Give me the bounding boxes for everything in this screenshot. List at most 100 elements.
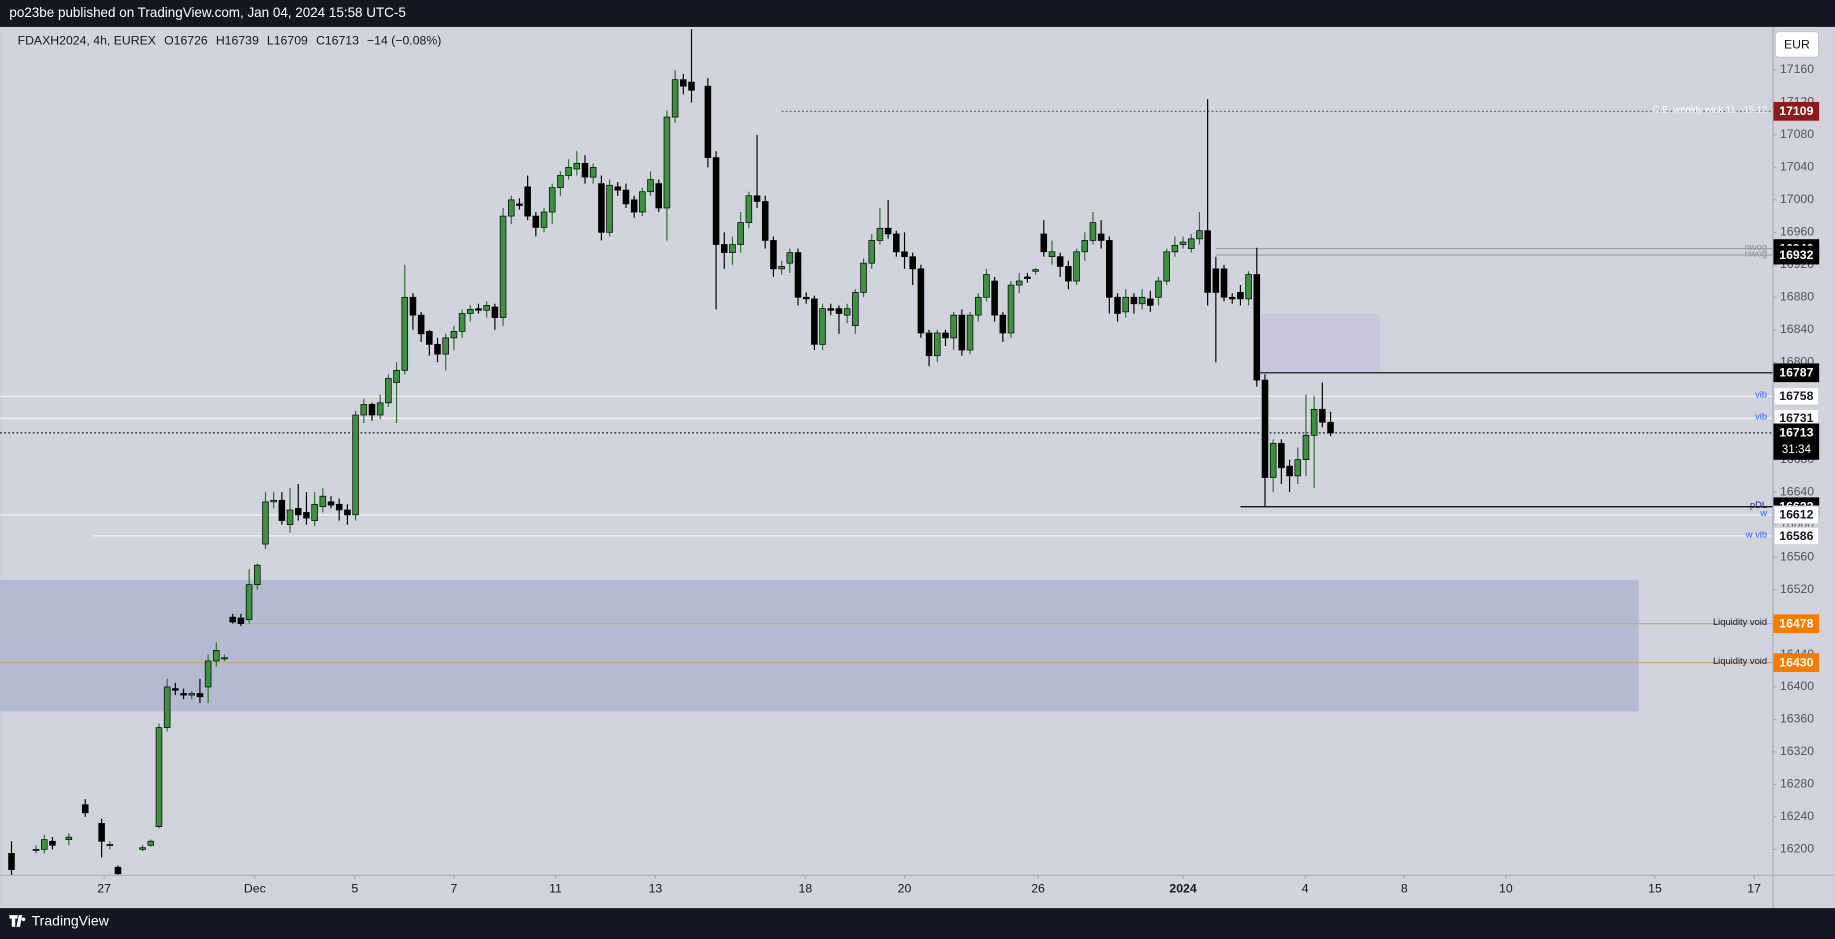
zone bbox=[0, 579, 1639, 712]
candle-body bbox=[688, 81, 695, 91]
x-tick-label: 10 bbox=[1499, 882, 1513, 896]
level-label: C.E. weekly wick 11. -15.12 bbox=[1653, 105, 1767, 115]
candle-body bbox=[606, 184, 613, 233]
candle-body bbox=[827, 308, 835, 311]
candle-body bbox=[270, 499, 277, 503]
candle-body bbox=[335, 503, 343, 511]
price-tag bbox=[1773, 423, 1820, 460]
plot-background bbox=[0, 26, 1835, 909]
candle-body bbox=[344, 509, 351, 516]
candle-body bbox=[794, 252, 802, 298]
y-tick-label: 16320 bbox=[1780, 744, 1814, 758]
x-tick-label: 17 bbox=[1747, 882, 1761, 896]
candle-body bbox=[450, 331, 458, 339]
price-tag-label: 16713 bbox=[1779, 426, 1813, 440]
y-tick-label: 16880 bbox=[1780, 290, 1814, 304]
currency-button[interactable]: EUR bbox=[1774, 31, 1820, 58]
candle-body bbox=[81, 804, 89, 814]
candle-body bbox=[1302, 434, 1310, 461]
candle-body bbox=[499, 215, 507, 318]
level-label: nwog bbox=[1745, 242, 1767, 252]
candle-body bbox=[852, 292, 859, 327]
level-label: vib bbox=[1755, 390, 1767, 400]
candle-body bbox=[1015, 280, 1023, 286]
candle-body bbox=[942, 332, 949, 339]
x-tick-label: 13 bbox=[649, 882, 663, 896]
candle-body bbox=[491, 306, 499, 318]
close: C16713 bbox=[316, 34, 359, 48]
price-tag-label: 16731 bbox=[1779, 411, 1813, 425]
price-tag bbox=[1773, 653, 1820, 672]
x-tick-label: 7 bbox=[450, 882, 457, 896]
candle-body bbox=[327, 501, 335, 506]
candle-body bbox=[32, 849, 40, 851]
candle-body bbox=[237, 617, 245, 625]
price-tag bbox=[1773, 505, 1820, 525]
candle-body bbox=[860, 262, 867, 293]
candle-body bbox=[98, 823, 105, 842]
x-tick-label: 5 bbox=[351, 882, 358, 896]
price-tag bbox=[1773, 386, 1820, 406]
candle-body bbox=[1261, 379, 1269, 478]
currency-button-bg[interactable] bbox=[1774, 31, 1820, 58]
y-tick-label: 17000 bbox=[1780, 192, 1814, 206]
candle-body bbox=[540, 211, 548, 228]
candle-body bbox=[1007, 284, 1015, 334]
candle-body bbox=[1310, 408, 1318, 436]
y-tick-label: 17040 bbox=[1780, 160, 1814, 174]
y-tick-label: 16400 bbox=[1780, 679, 1814, 693]
candle-body bbox=[139, 847, 146, 850]
candle-body bbox=[1122, 296, 1129, 313]
candle-body bbox=[622, 189, 630, 205]
candle-body bbox=[188, 693, 196, 696]
price-tag bbox=[1773, 526, 1820, 546]
symbol-legend: FDAXH2024, 4h, EUREX O16726 H16739 L1670… bbox=[18, 34, 442, 48]
level-label: nwog bbox=[1745, 248, 1767, 258]
candle-body bbox=[1163, 251, 1170, 282]
logo-icon bbox=[9, 915, 26, 927]
x-tick-label: 4 bbox=[1302, 882, 1309, 896]
y-tick-label: 16840 bbox=[1780, 322, 1814, 336]
candle-body bbox=[630, 199, 638, 213]
candle-body bbox=[712, 157, 720, 245]
level-label: Liquidity void bbox=[1713, 617, 1767, 627]
level-label: pDL bbox=[1750, 500, 1767, 510]
candle-body bbox=[442, 337, 449, 355]
candle-body bbox=[1220, 268, 1228, 298]
candle-body bbox=[483, 305, 490, 311]
candle-body bbox=[155, 727, 163, 827]
zones bbox=[0, 313, 1639, 712]
symbol: FDAXH2024, 4h, EUREX bbox=[18, 34, 156, 48]
candle-body bbox=[1097, 233, 1105, 241]
candle-body bbox=[426, 331, 433, 345]
candle-body bbox=[745, 195, 753, 223]
candle-body bbox=[262, 501, 269, 545]
candle-body bbox=[376, 402, 384, 416]
candle-body bbox=[8, 853, 15, 871]
x-tick-label: 26 bbox=[1031, 882, 1045, 896]
y-tick-label: 16640 bbox=[1780, 484, 1814, 498]
candle-body bbox=[1212, 268, 1220, 293]
candle-body bbox=[352, 414, 359, 516]
candle-body bbox=[1130, 296, 1138, 305]
candle-body bbox=[901, 251, 908, 258]
candle-body bbox=[196, 693, 204, 698]
candle-body bbox=[720, 244, 728, 253]
candle-body bbox=[106, 844, 114, 847]
candle-body bbox=[770, 240, 777, 270]
candle-body bbox=[40, 839, 48, 850]
candle-body bbox=[958, 314, 966, 351]
level-label: w vib bbox=[1745, 529, 1767, 539]
candle-body bbox=[458, 313, 466, 332]
candle-body bbox=[507, 199, 515, 217]
candle-body bbox=[1179, 241, 1187, 245]
candle-body bbox=[467, 309, 474, 314]
candle-body bbox=[917, 268, 925, 334]
candle-body bbox=[286, 509, 294, 525]
currency-label[interactable]: EUR bbox=[1784, 37, 1810, 51]
candle-body bbox=[729, 244, 736, 253]
time-axis: 27 Dec 5 7 11 13 18 20 26 2024 4 8 10 15 17 bbox=[97, 875, 1761, 896]
candle-body bbox=[991, 280, 998, 316]
x-tick-label: 8 bbox=[1401, 882, 1408, 896]
